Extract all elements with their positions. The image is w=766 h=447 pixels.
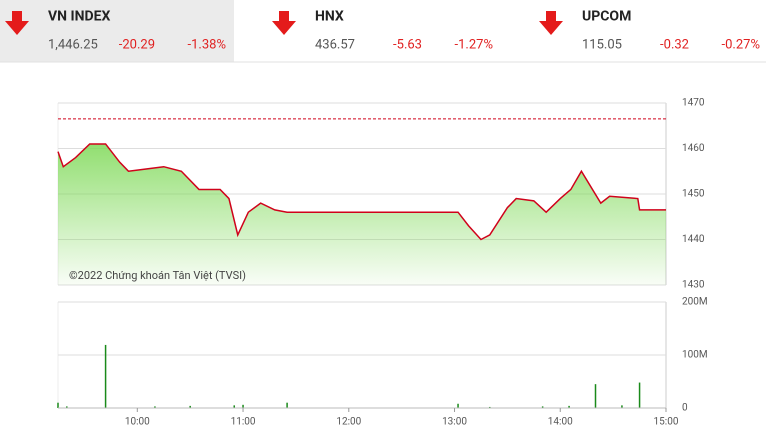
index-change: -20.29: [119, 37, 155, 52]
index-name: VN INDEX: [48, 9, 110, 25]
x-tick-label: 12:00: [336, 417, 361, 428]
y-tick-label: 200M: [682, 297, 708, 308]
volume-bar: [457, 403, 459, 408]
x-tick-label: 14:00: [548, 417, 573, 428]
index-value: 436.57: [315, 37, 355, 52]
index-value: 115.05: [582, 37, 622, 52]
index-name: HNX: [315, 9, 344, 25]
area: [58, 143, 666, 285]
index-name: UPCOM: [582, 9, 631, 25]
x-tick-label: 15:00: [654, 417, 679, 428]
y-tick-label: 1470: [682, 98, 705, 109]
volume-bar: [541, 406, 544, 408]
volume-bar: [189, 405, 191, 408]
y-tick-label: 1460: [682, 143, 705, 154]
x-tick-label: 10:00: [125, 417, 150, 428]
index-change: -5.63: [393, 37, 422, 52]
index-percent: -0.27%: [722, 37, 760, 52]
volume-bar: [233, 405, 235, 408]
index-change: -0.32: [660, 37, 689, 52]
volume-bar: [286, 402, 288, 408]
down-arrow: [5, 11, 29, 35]
volume-bar: [489, 406, 491, 408]
charts: 1430 1440 1450 1460 1470 ©2022 Chứng khoán Tâ…: [57, 98, 708, 428]
volume-bar: [57, 402, 59, 408]
header: VN INDEX 1,446.25 -20.29 -1.38% HNX 436.57 -5.…: [5, 9, 760, 52]
volume-bar: [154, 406, 156, 408]
index-value: 1,446.25: [48, 37, 98, 52]
volume-bar: [621, 405, 623, 408]
volume-bar: [594, 384, 597, 408]
price-line: [57, 143, 666, 241]
index-percent: -1.38%: [188, 37, 226, 52]
copyright: ©2022 Chứng khoán Tân Việt (TVSI): [69, 269, 246, 282]
active-tab[interactable]: [0, 0, 234, 62]
y-tick-label: 1440: [682, 234, 705, 245]
down-arrow: [539, 11, 563, 35]
y-tick-label: 0: [682, 403, 688, 414]
volume-bar: [66, 406, 68, 408]
y-tick-label: 1450: [682, 189, 705, 200]
y-tick-label: 1430: [682, 280, 705, 291]
y-tick-label: 100M: [682, 350, 708, 361]
x-tick-label: 11:00: [231, 417, 256, 428]
index-percent: -1.27%: [455, 37, 493, 52]
down-arrow: [272, 11, 296, 35]
volume-bar: [568, 405, 570, 408]
volume-bar: [104, 344, 107, 408]
volume-bar: [638, 382, 641, 408]
volume-bar: [242, 404, 244, 408]
x-tick-label: 13:00: [442, 417, 467, 428]
